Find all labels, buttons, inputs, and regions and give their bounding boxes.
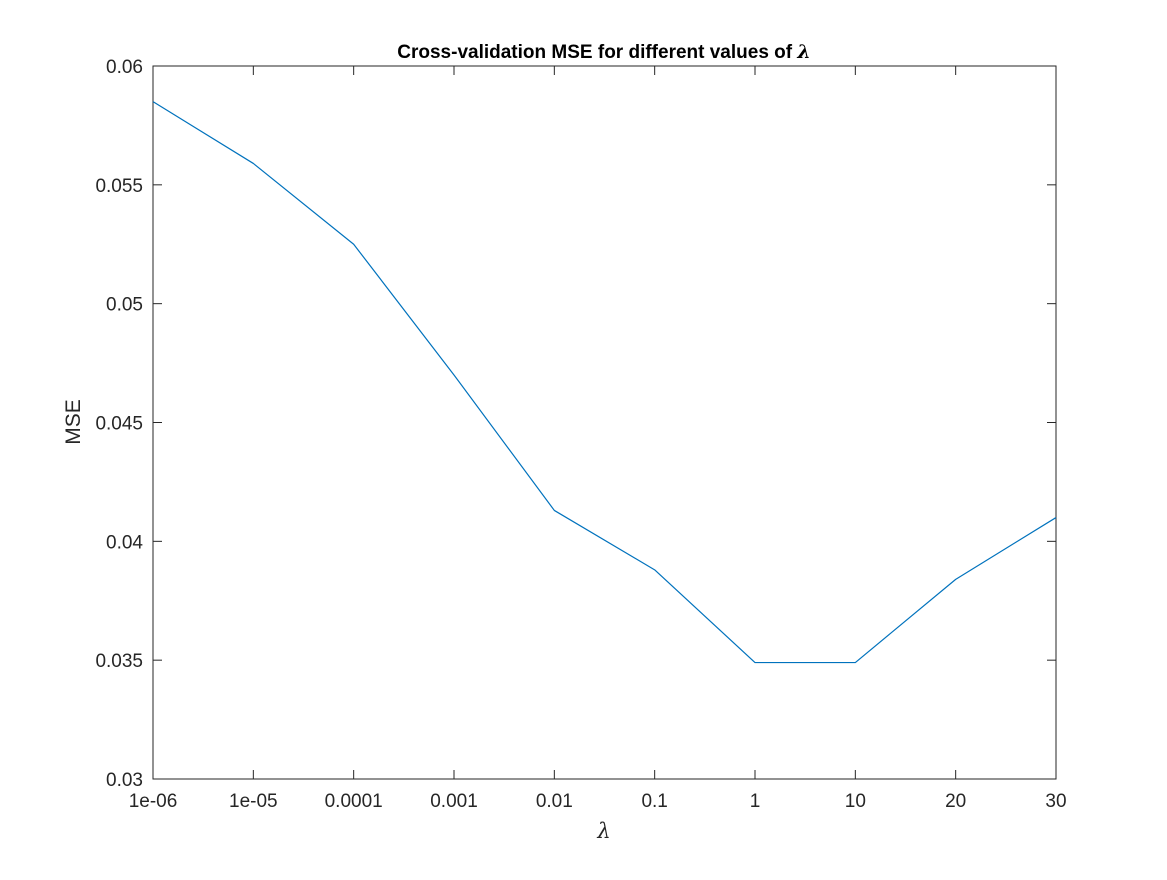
x-tick-label: 1e-05: [229, 791, 278, 812]
y-tick-label: 0.035: [95, 651, 143, 672]
x-tick-label: 0.1: [641, 791, 667, 812]
x-tick-label: 0.01: [536, 791, 573, 812]
x-tick-label: 0.001: [430, 791, 478, 812]
y-tick-label: 0.05: [106, 295, 143, 316]
x-tick-label: 20: [945, 791, 966, 812]
y-tick-label: 0.055: [95, 176, 143, 197]
x-tick-label: 10: [845, 791, 866, 812]
x-tick-label: 1: [750, 791, 761, 812]
x-tick-label: 1e-06: [129, 791, 178, 812]
chart-title: Cross-validation MSE for different value…: [397, 41, 810, 63]
y-axis-label: MSE: [62, 399, 85, 445]
title-prefix: Cross-validation MSE for different value…: [397, 42, 797, 63]
plot-area: [153, 66, 1056, 779]
y-tick-label: 0.06: [106, 57, 143, 78]
y-tick-label: 0.03: [106, 770, 143, 791]
y-tick-label: 0.04: [106, 532, 143, 553]
x-tick-label: 30: [1045, 791, 1066, 812]
y-tick-label: 0.045: [95, 414, 143, 435]
x-axis-label: λ: [596, 819, 610, 843]
title-symbol: λ: [796, 41, 810, 63]
x-tick-label: 0.0001: [325, 791, 383, 812]
